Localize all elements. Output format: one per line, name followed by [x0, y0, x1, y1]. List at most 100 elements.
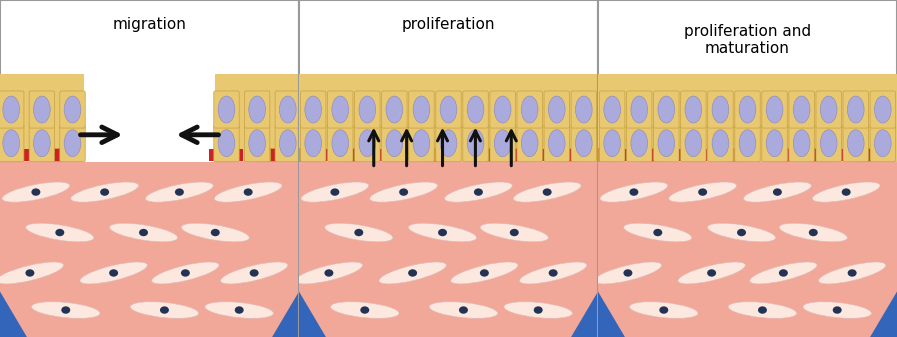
- Ellipse shape: [152, 262, 219, 284]
- Ellipse shape: [779, 223, 848, 242]
- Ellipse shape: [440, 130, 457, 157]
- FancyBboxPatch shape: [599, 125, 625, 162]
- Bar: [325, 149, 338, 161]
- FancyBboxPatch shape: [327, 125, 353, 162]
- Ellipse shape: [576, 130, 592, 157]
- Ellipse shape: [758, 306, 767, 314]
- Bar: [670, 149, 684, 161]
- FancyBboxPatch shape: [654, 125, 679, 162]
- Ellipse shape: [766, 130, 783, 157]
- Ellipse shape: [653, 229, 662, 236]
- FancyBboxPatch shape: [300, 125, 326, 162]
- Ellipse shape: [3, 96, 20, 123]
- Bar: [320, 148, 342, 162]
- FancyBboxPatch shape: [626, 125, 652, 162]
- Bar: [395, 149, 408, 161]
- Bar: [662, 148, 684, 162]
- Ellipse shape: [80, 262, 147, 284]
- Bar: [215, 148, 236, 162]
- Ellipse shape: [521, 130, 538, 157]
- Ellipse shape: [379, 262, 447, 284]
- Bar: [301, 149, 315, 161]
- FancyBboxPatch shape: [571, 91, 597, 128]
- Ellipse shape: [332, 130, 349, 157]
- Bar: [684, 148, 705, 162]
- Ellipse shape: [429, 302, 498, 318]
- Bar: [299, 148, 320, 162]
- Bar: [278, 148, 299, 162]
- FancyBboxPatch shape: [0, 91, 24, 128]
- FancyBboxPatch shape: [436, 91, 461, 128]
- FancyBboxPatch shape: [870, 125, 895, 162]
- Ellipse shape: [600, 182, 667, 202]
- Ellipse shape: [793, 96, 810, 123]
- FancyBboxPatch shape: [463, 125, 488, 162]
- FancyBboxPatch shape: [463, 91, 488, 128]
- Ellipse shape: [623, 223, 692, 242]
- Ellipse shape: [181, 269, 190, 277]
- Ellipse shape: [248, 130, 266, 157]
- Ellipse shape: [438, 229, 447, 236]
- Bar: [0, 74, 83, 162]
- FancyBboxPatch shape: [381, 125, 407, 162]
- Ellipse shape: [658, 130, 675, 157]
- Ellipse shape: [386, 130, 403, 157]
- Ellipse shape: [750, 262, 817, 284]
- Ellipse shape: [631, 130, 648, 157]
- FancyBboxPatch shape: [490, 125, 515, 162]
- Ellipse shape: [399, 188, 408, 196]
- Bar: [257, 148, 278, 162]
- Ellipse shape: [205, 302, 274, 318]
- Bar: [512, 149, 526, 161]
- Bar: [236, 148, 257, 162]
- Ellipse shape: [408, 269, 417, 277]
- Bar: [812, 148, 833, 162]
- Ellipse shape: [809, 229, 818, 236]
- Ellipse shape: [330, 302, 399, 318]
- Ellipse shape: [519, 262, 587, 284]
- Ellipse shape: [33, 130, 50, 157]
- Ellipse shape: [480, 269, 489, 277]
- Bar: [834, 149, 848, 161]
- FancyBboxPatch shape: [762, 125, 788, 162]
- Ellipse shape: [604, 130, 621, 157]
- Bar: [371, 149, 385, 161]
- Ellipse shape: [61, 306, 70, 314]
- Ellipse shape: [279, 96, 296, 123]
- Ellipse shape: [370, 182, 438, 202]
- Bar: [230, 149, 243, 161]
- Ellipse shape: [737, 229, 746, 236]
- Bar: [385, 148, 405, 162]
- FancyBboxPatch shape: [708, 91, 733, 128]
- Ellipse shape: [3, 130, 20, 157]
- Bar: [405, 148, 427, 162]
- Ellipse shape: [630, 302, 698, 318]
- Ellipse shape: [820, 96, 837, 123]
- Ellipse shape: [513, 182, 581, 202]
- Ellipse shape: [221, 262, 288, 284]
- FancyBboxPatch shape: [816, 125, 841, 162]
- Ellipse shape: [160, 306, 169, 314]
- Ellipse shape: [467, 130, 483, 157]
- Text: migration: migration: [112, 17, 187, 32]
- Bar: [299, 162, 598, 337]
- Ellipse shape: [813, 182, 880, 202]
- Ellipse shape: [450, 262, 518, 284]
- FancyBboxPatch shape: [843, 125, 868, 162]
- Ellipse shape: [803, 302, 872, 318]
- Ellipse shape: [712, 130, 728, 157]
- Ellipse shape: [658, 96, 675, 123]
- Bar: [598, 162, 897, 337]
- Ellipse shape: [413, 96, 430, 123]
- Ellipse shape: [779, 269, 788, 277]
- Ellipse shape: [744, 182, 811, 202]
- Bar: [555, 148, 577, 162]
- FancyBboxPatch shape: [517, 125, 543, 162]
- FancyBboxPatch shape: [327, 91, 353, 128]
- Ellipse shape: [669, 182, 736, 202]
- Polygon shape: [299, 292, 326, 337]
- Ellipse shape: [386, 96, 403, 123]
- Ellipse shape: [408, 223, 476, 242]
- Ellipse shape: [354, 229, 363, 236]
- Ellipse shape: [534, 306, 543, 314]
